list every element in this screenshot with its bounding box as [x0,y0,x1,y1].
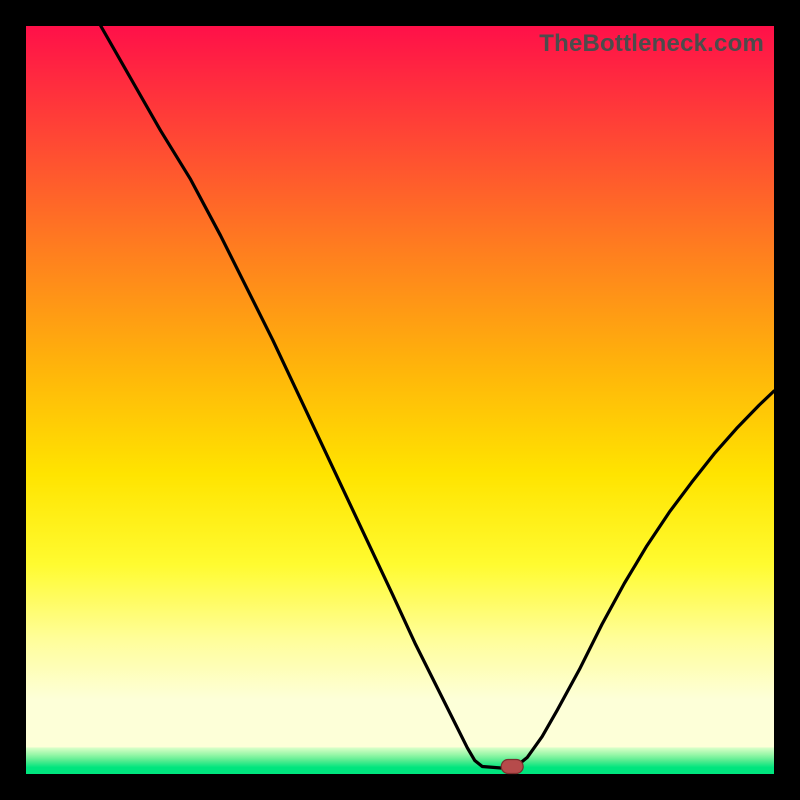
watermark-text: TheBottleneck.com [539,30,764,58]
bottleneck-curve [0,0,800,800]
minimum-marker [501,760,523,774]
curve-path [101,26,774,768]
chart-frame: TheBottleneck.com [0,0,800,800]
